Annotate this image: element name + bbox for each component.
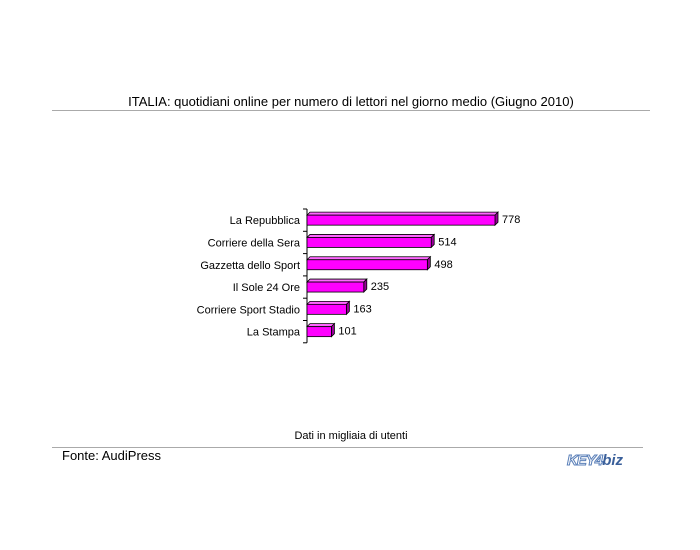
logo-biz: biz — [602, 452, 624, 469]
bar — [306, 303, 347, 315]
category-label: La Repubblica — [230, 215, 301, 227]
data-label: 498 — [434, 259, 452, 271]
bar-top — [306, 234, 436, 238]
data-label: 101 — [338, 326, 356, 338]
bar — [306, 326, 332, 338]
bar — [306, 259, 428, 271]
bar-top — [306, 256, 432, 261]
bar — [306, 214, 496, 226]
chart-title: ITALIA: quotidiani online per numero di … — [128, 94, 574, 109]
title-divider — [52, 110, 650, 111]
bar-top — [306, 300, 351, 305]
key4biz-logo: KEY4biz — [566, 452, 624, 470]
bar — [306, 281, 365, 293]
category-label: La Stampa — [247, 327, 301, 339]
data-label: 163 — [353, 303, 371, 315]
logo-key: KEY4 — [566, 452, 603, 470]
category-label: Corriere Sport Stadio — [197, 304, 300, 316]
data-label: 778 — [502, 214, 520, 226]
footer-divider — [52, 447, 643, 448]
data-label: 235 — [371, 281, 389, 293]
data-label: 514 — [438, 236, 456, 248]
x-axis-label: Dati in migliaia di utenti — [294, 430, 408, 442]
category-label: Gazzetta dello Sport — [200, 260, 300, 272]
bar-top — [306, 211, 499, 216]
category-label: Corriere della Sera — [208, 237, 301, 249]
bar-top — [306, 278, 368, 283]
category-label: Il Sole 24 Ore — [233, 282, 300, 294]
bar — [306, 237, 432, 248]
source-text: Fonte: AudiPress — [62, 448, 161, 463]
bar-top — [306, 323, 336, 328]
